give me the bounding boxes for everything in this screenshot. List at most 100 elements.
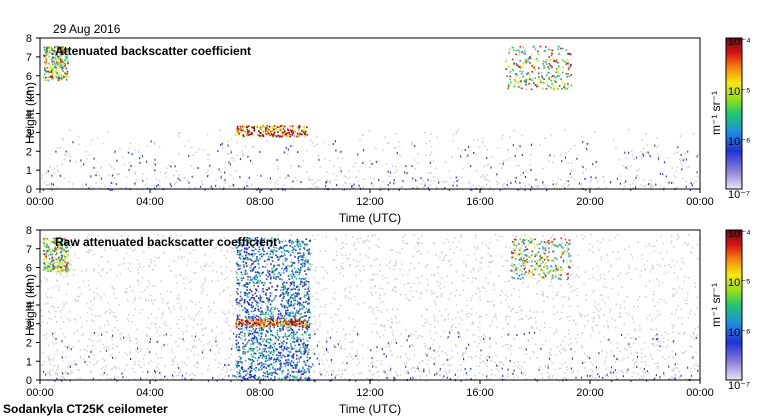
heatmap-cell <box>587 314 589 317</box>
heatmap-cell <box>282 188 284 191</box>
heatmap-cell <box>617 251 619 253</box>
heatmap-cell <box>52 50 55 52</box>
heatmap-cell <box>395 290 397 293</box>
heatmap-cell <box>579 312 581 314</box>
heatmap-cell <box>465 313 468 315</box>
heatmap-cell <box>592 251 594 253</box>
heatmap-cell <box>62 78 64 80</box>
heatmap-cell <box>236 373 239 375</box>
heatmap-cell <box>75 241 77 244</box>
heatmap-cell <box>486 365 489 367</box>
heatmap-cell <box>371 294 373 297</box>
heatmap-cell <box>632 336 635 339</box>
heatmap-cell <box>55 261 57 263</box>
heatmap-cell <box>105 365 107 368</box>
heatmap-cell <box>588 278 590 280</box>
heatmap-cell <box>126 354 128 356</box>
heatmap-cell <box>559 74 561 76</box>
heatmap-cell <box>610 371 612 374</box>
heatmap-cell <box>85 270 88 272</box>
heatmap-cell <box>110 268 112 271</box>
heatmap-cell <box>486 359 488 362</box>
heatmap-cell <box>548 56 550 58</box>
heatmap-cell <box>463 261 465 263</box>
heatmap-cell <box>462 274 465 277</box>
heatmap-cell <box>349 265 351 267</box>
heatmap-cell <box>577 266 580 268</box>
heatmap-cell <box>299 372 302 374</box>
heatmap-cell <box>263 293 265 296</box>
heatmap-cell <box>280 380 282 382</box>
heatmap-cell <box>63 276 65 278</box>
heatmap-cell <box>129 351 131 353</box>
heatmap-cell <box>165 375 167 377</box>
heatmap-cell <box>683 352 685 354</box>
heatmap-cell <box>660 334 663 337</box>
heatmap-cell <box>49 242 52 245</box>
heatmap-cell <box>67 75 69 78</box>
heatmap-cell <box>123 336 125 339</box>
heatmap-cell <box>647 260 649 262</box>
heatmap-cell <box>518 54 521 56</box>
heatmap-cell <box>593 317 595 319</box>
heatmap-cell <box>312 365 315 368</box>
heatmap-cell <box>301 129 303 131</box>
heatmap-cell <box>348 296 350 299</box>
heatmap-cell <box>548 48 550 51</box>
heatmap-cell <box>283 340 285 343</box>
heatmap-cell <box>590 179 592 181</box>
heatmap-cell <box>147 372 149 375</box>
heatmap-cell <box>270 331 272 333</box>
heatmap-cell <box>506 315 509 317</box>
heatmap-cell <box>607 296 609 299</box>
heatmap-cell <box>55 150 57 153</box>
heatmap-cell <box>86 350 88 352</box>
heatmap-cell <box>681 323 683 325</box>
heatmap-cell <box>151 322 153 325</box>
heatmap-cell <box>317 155 320 157</box>
heatmap-cell <box>561 295 563 298</box>
heatmap-cell <box>444 181 446 183</box>
heatmap-cell <box>688 377 691 380</box>
heatmap-cell <box>68 263 71 266</box>
heatmap-cell <box>545 74 548 77</box>
heatmap-cell <box>521 87 523 90</box>
heatmap-cell <box>465 265 467 268</box>
heatmap-cell <box>560 352 562 355</box>
heatmap-cell <box>565 49 567 51</box>
heatmap-cell <box>313 145 315 147</box>
heatmap-cell <box>393 147 396 149</box>
heatmap-cell <box>664 358 667 361</box>
heatmap-cell <box>314 238 316 241</box>
heatmap-cell <box>62 375 65 378</box>
heatmap-cell <box>149 351 151 354</box>
heatmap-cell <box>539 80 542 83</box>
heatmap-cell <box>339 340 341 342</box>
heatmap-cell <box>536 85 538 88</box>
heatmap-cell <box>251 126 253 129</box>
heatmap-cell <box>271 127 274 129</box>
heatmap-cell <box>561 58 563 61</box>
heatmap-cell <box>241 126 243 129</box>
heatmap-cell <box>564 88 567 90</box>
heatmap-cell <box>597 310 600 312</box>
heatmap-cell <box>517 366 519 369</box>
heatmap-cell <box>550 87 553 90</box>
heatmap-cell <box>339 347 342 350</box>
heatmap-cell <box>522 62 524 65</box>
heatmap-cell <box>116 249 118 252</box>
heatmap-cell <box>482 141 484 143</box>
heatmap-cell <box>176 297 178 300</box>
heatmap-cell <box>475 277 477 280</box>
heatmap-cell <box>301 280 303 282</box>
heatmap-cell <box>78 340 80 342</box>
heatmap-cell <box>550 79 553 82</box>
heatmap-cell <box>107 320 109 322</box>
heatmap-cell <box>569 65 572 68</box>
heatmap-cell <box>390 249 392 251</box>
heatmap-cell <box>202 327 204 330</box>
heatmap-cell <box>420 177 422 180</box>
heatmap-cell <box>202 268 204 271</box>
heatmap-cell <box>170 234 172 237</box>
heatmap-cell <box>385 376 387 379</box>
